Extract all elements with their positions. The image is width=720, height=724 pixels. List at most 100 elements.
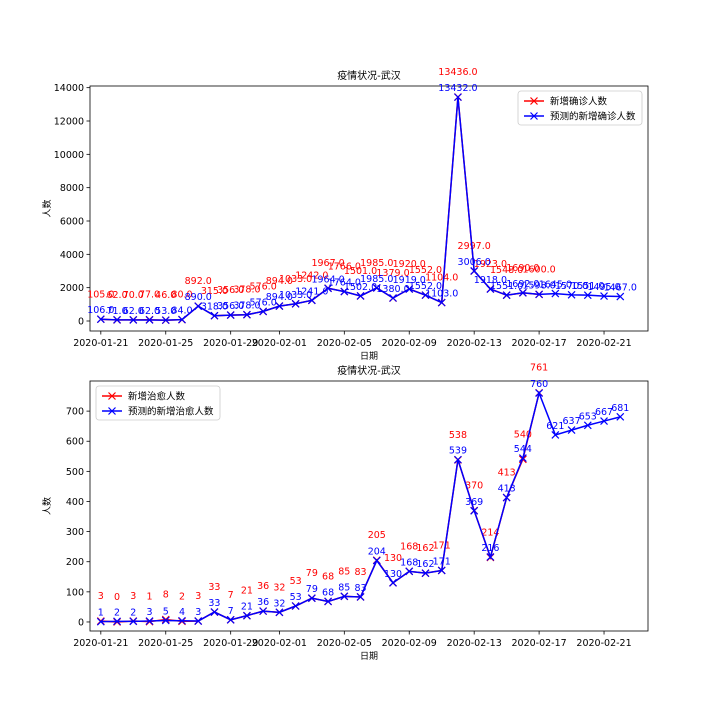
marker-stroke: [389, 294, 397, 302]
marker-stroke: [226, 311, 235, 319]
data-label: 3006.0: [458, 257, 491, 268]
data-label: 369: [465, 497, 483, 508]
marker-stroke: [129, 617, 138, 626]
data-label: 1918.0: [474, 275, 507, 286]
data-label: 1: [146, 592, 152, 603]
data-label: 85: [338, 566, 350, 577]
data-label: 1467.0: [604, 283, 637, 294]
data-label: 1645.0: [539, 280, 572, 291]
data-label: 621: [546, 421, 564, 432]
x-tick-label: 2020-02-21: [576, 338, 631, 349]
data-label: 538: [449, 430, 467, 441]
x-tick-label: 2020-02-13: [447, 338, 502, 349]
data-label: 576.0: [250, 297, 277, 308]
data-point: [518, 288, 527, 297]
data-point: [551, 289, 560, 298]
x-tick-label: 2020-02-05: [317, 638, 372, 649]
data-point: [356, 593, 365, 601]
x-axis-label: 日期: [360, 651, 378, 662]
data-point: [145, 316, 154, 324]
data-point: [389, 578, 397, 587]
y-tick-label: 600: [66, 437, 84, 448]
chart-title: 疫情状况-武汉: [337, 69, 401, 82]
data-point: [535, 290, 544, 299]
data-label: 413: [498, 484, 516, 495]
marker-stroke: [470, 506, 479, 515]
marker-stroke: [161, 616, 170, 625]
data-label: 53: [290, 576, 302, 587]
data-label: 1570.0: [555, 281, 588, 292]
data-point: [551, 430, 560, 439]
data-point: [340, 592, 349, 601]
data-label: 33: [208, 582, 220, 593]
data-point: [194, 617, 203, 625]
data-label: 894.0: [266, 276, 293, 287]
data-label: 356.0: [217, 285, 244, 296]
data-point: [129, 316, 138, 324]
marker-stroke: [161, 316, 170, 325]
data-label: 32: [273, 582, 285, 593]
data-label: 79: [306, 584, 318, 595]
x-tick-label: 2020-02-17: [511, 638, 566, 649]
data-label: 83: [354, 567, 366, 578]
data-label: 84.0: [171, 306, 192, 317]
data-point: [145, 617, 154, 625]
marker-stroke: [259, 307, 268, 316]
data-label: 1923.0: [474, 259, 507, 270]
x-axis-label: 日期: [360, 351, 378, 362]
data-point: [210, 311, 219, 320]
x-tick-label: 2020-01-21: [73, 338, 128, 349]
data-label: 1380.0: [376, 284, 409, 295]
marker-stroke: [161, 615, 170, 624]
marker-stroke: [454, 93, 462, 102]
data-point: [161, 616, 170, 625]
marker-stroke: [210, 608, 219, 616]
chart-1: 疫情状况-武汉 0 2000 4000 6000 8000 10000 12000 14000 2…: [41, 67, 649, 362]
data-label: 68: [322, 571, 334, 582]
data-label: 32: [273, 598, 285, 609]
marker-stroke: [551, 430, 560, 439]
data-label: 576.0: [250, 281, 277, 292]
y-axis-label: 人数: [41, 199, 53, 217]
data-point: [454, 455, 462, 464]
data-label: 105.0: [87, 289, 114, 300]
marker-stroke: [307, 296, 316, 305]
marker-stroke: [551, 289, 560, 298]
marker-stroke: [194, 302, 203, 311]
marker-stroke: [583, 421, 592, 430]
marker-stroke: [178, 315, 186, 324]
data-label: 1919.0: [393, 275, 426, 286]
data-label: 0: [114, 592, 120, 603]
data-label: 1551.0: [571, 281, 604, 292]
marker-stroke: [421, 569, 430, 578]
data-point: [226, 615, 235, 624]
data-label: 681: [611, 403, 629, 414]
data-label: 33: [208, 598, 220, 609]
data-label: 3: [195, 591, 201, 602]
data-label: 1690.0: [506, 263, 539, 274]
data-point: [421, 569, 430, 578]
data-label: 413: [498, 468, 516, 479]
x-tick-label: 2020-01-25: [138, 338, 193, 349]
data-label: 13436.0: [438, 67, 477, 78]
data-point: [583, 421, 592, 430]
marker-stroke: [242, 611, 251, 620]
data-label: 544: [514, 444, 532, 455]
y-tick-label: 0: [78, 317, 84, 328]
data-point: [486, 552, 495, 561]
x-tick-label: 2020-01-25: [138, 638, 193, 649]
legend-box: [517, 90, 643, 126]
y-tick-label: 14000: [54, 83, 84, 94]
marker-stroke: [113, 617, 121, 626]
data-label: 1552.0: [409, 265, 442, 276]
data-point: [389, 294, 397, 302]
y-tick-label: 500: [66, 467, 84, 478]
data-label: 315.0: [201, 286, 228, 297]
data-label: 1985.0: [360, 274, 393, 285]
data-label: 68: [322, 587, 334, 598]
data-point: [275, 608, 284, 617]
chart-title: 疫情状况-武汉: [337, 364, 401, 377]
data-point: [324, 284, 333, 293]
